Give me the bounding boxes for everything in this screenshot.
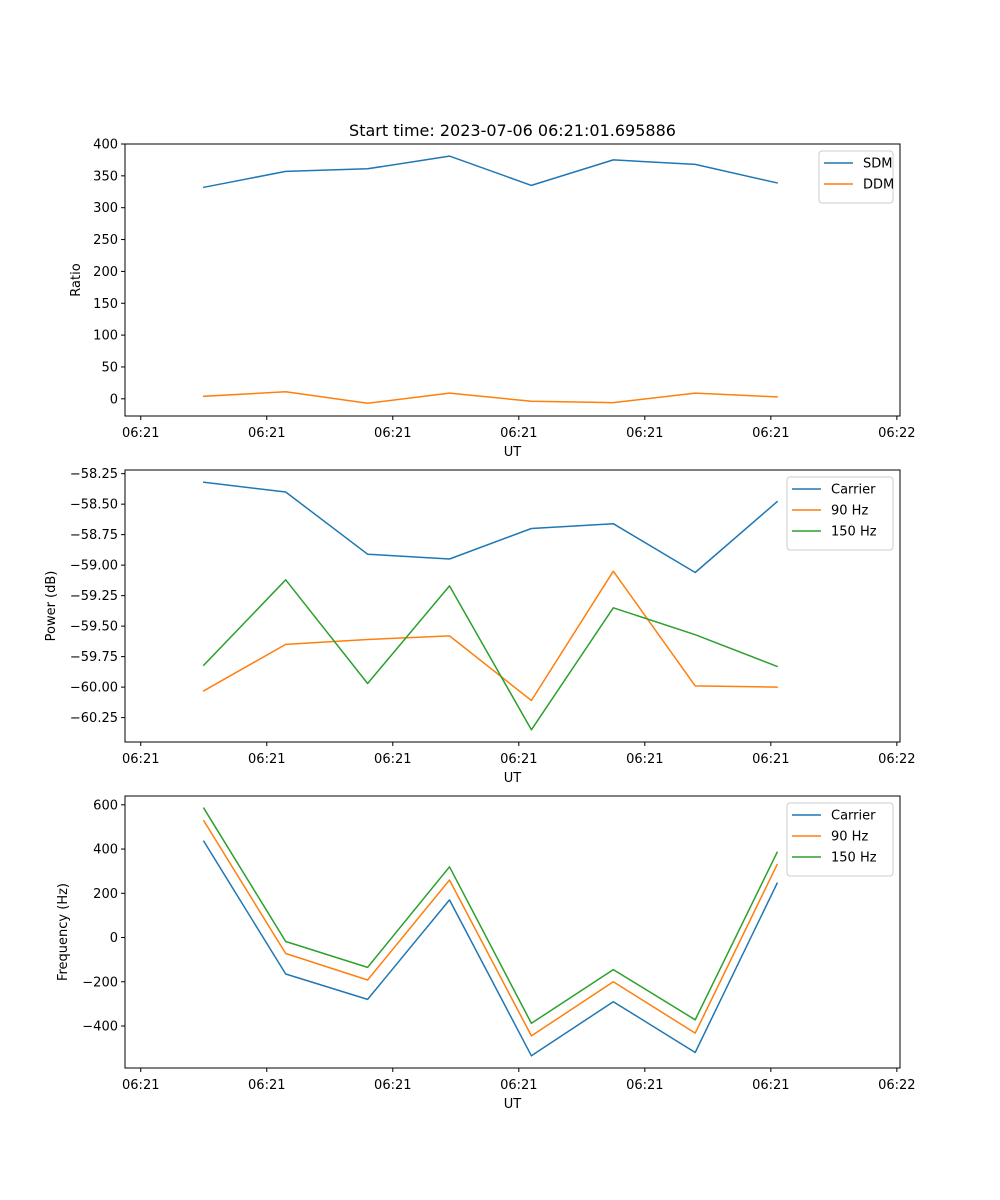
x-tick-label: 06:21 <box>626 752 663 767</box>
x-tick-label: 06:21 <box>122 426 159 441</box>
y-tick-label: 150 <box>93 297 118 312</box>
y-tick-label: −59.50 <box>70 620 118 635</box>
x-tick-label: 06:21 <box>752 426 789 441</box>
legend-label: Carrier <box>831 483 876 498</box>
series-line-90-hz <box>202 819 779 1037</box>
x-axis-label: UT <box>504 771 522 786</box>
series-line-carrier <box>202 481 779 574</box>
y-tick-label: 200 <box>93 887 118 902</box>
y-tick-label: −59.25 <box>70 589 118 604</box>
series-line-90-hz <box>202 570 778 702</box>
y-tick-label: 400 <box>93 138 118 153</box>
x-tick-label: 06:22 <box>878 1078 915 1093</box>
x-tick-label: 06:21 <box>248 752 285 767</box>
y-tick-label: −400 <box>82 1019 118 1034</box>
legend-label: 90 Hz <box>831 830 868 845</box>
plot-frame <box>124 795 901 1069</box>
legend: Carrier 90 Hz 150 Hz <box>786 802 894 877</box>
chart-title: Start time: 2023-07-06 06:21:01.695886 <box>349 121 676 140</box>
y-tick-label: −200 <box>82 975 118 990</box>
ratio-panel: 0 50 100 150 200 250 300 350 400 06:21 06:21 06:21 0… <box>69 138 916 461</box>
y-tick-label: 200 <box>93 265 118 280</box>
legend-label: 150 Hz <box>831 525 877 540</box>
x-tick-label: 06:22 <box>878 752 915 767</box>
x-axis-label: UT <box>504 1097 522 1112</box>
x-tick-label: 06:21 <box>500 1078 537 1093</box>
y-tick-label: 250 <box>93 233 118 248</box>
x-tick-label: 06:21 <box>752 752 789 767</box>
x-tick-label: 06:21 <box>122 752 159 767</box>
y-tick-label: −60.00 <box>70 681 118 696</box>
y-tick-label: 100 <box>93 329 118 344</box>
y-tick-label: 50 <box>101 360 118 375</box>
series-line-carrier <box>202 840 779 1057</box>
y-axis-label: Power (dB) <box>44 571 59 642</box>
y-tick-label: 400 <box>93 843 118 858</box>
x-tick-label: 06:21 <box>374 1078 411 1093</box>
x-tick-label: 06:21 <box>122 1078 159 1093</box>
x-tick-label: 06:21 <box>500 426 537 441</box>
y-tick-label: 0 <box>110 931 118 946</box>
series-line-sdm <box>202 155 778 189</box>
legend-label: DDM <box>863 178 894 193</box>
legend: SDM DDM <box>818 150 894 204</box>
y-axis-label: Ratio <box>69 263 84 296</box>
y-tick-label: −58.75 <box>70 528 118 543</box>
y-tick-label: −59.75 <box>70 650 118 665</box>
x-tick-label: 06:21 <box>626 1078 663 1093</box>
x-tick-label: 06:21 <box>374 426 411 441</box>
plot-frame <box>124 143 901 417</box>
y-tick-label: 0 <box>110 392 118 407</box>
plot-frame <box>124 469 901 743</box>
panels: 0 50 100 150 200 250 300 350 400 06:21 06:21 06:21 0… <box>44 138 916 1113</box>
y-axis-label: Frequency (Hz) <box>56 883 71 981</box>
y-tick-label: −59.00 <box>70 559 118 574</box>
x-axis-label: UT <box>504 445 522 460</box>
y-tick-label: 300 <box>93 201 118 216</box>
series-line-150-hz <box>202 579 779 731</box>
frequency-panel: −400 −200 0 200 400 600 06:21 06:21 06:21 06:21 06… <box>56 795 916 1112</box>
series-line-ddm <box>203 391 778 405</box>
x-tick-label: 06:21 <box>248 1078 285 1093</box>
y-tick-label: −60.25 <box>70 711 118 726</box>
y-tick-label: −58.25 <box>70 467 118 482</box>
legend-label: Carrier <box>831 809 876 824</box>
legend-label: 150 Hz <box>831 851 877 866</box>
x-tick-label: 06:22 <box>878 426 915 441</box>
y-tick-label: 350 <box>93 169 118 184</box>
legend-label: 90 Hz <box>831 504 868 519</box>
x-tick-label: 06:21 <box>752 1078 789 1093</box>
legend-box <box>818 150 894 204</box>
y-tick-label: −58.50 <box>70 498 118 513</box>
power-panel: −60.25 −60.00 −59.75 −59.50 −59.25 −59.00 −58.… <box>44 467 916 786</box>
x-tick-label: 06:21 <box>626 426 663 441</box>
legend-label: SDM <box>863 157 892 172</box>
x-tick-label: 06:21 <box>374 752 411 767</box>
x-tick-label: 06:21 <box>500 752 537 767</box>
series-line-150-hz <box>202 807 779 1025</box>
legend: Carrier 90 Hz 150 Hz <box>786 476 894 551</box>
x-tick-label: 06:21 <box>248 426 285 441</box>
y-tick-label: 600 <box>93 798 118 813</box>
